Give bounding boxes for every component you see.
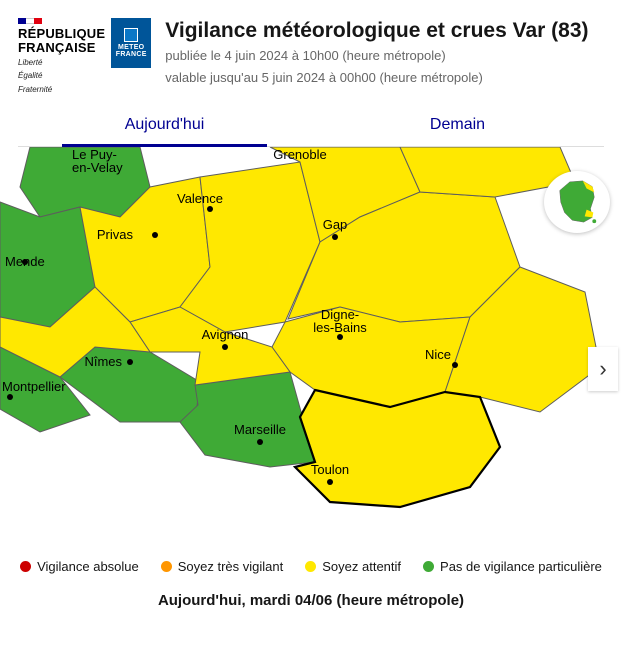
legend-item-red: Vigilance absolue — [20, 559, 139, 574]
page-title: Vigilance météorologique et crues Var (8… — [165, 18, 604, 43]
flag-icon — [18, 18, 42, 24]
city-label-n-mes: Nîmes — [84, 354, 122, 369]
meteo-france-icon — [124, 28, 138, 42]
city-dot-avignon — [222, 344, 228, 350]
logos: RÉPUBLIQUE FRANÇAISE Liberté Égalité Fra… — [18, 18, 151, 94]
city-label-digne-les-bains: les-Bains — [313, 320, 367, 335]
city-dot-marseille — [257, 439, 263, 445]
meteo-france-label: METEO FRANCE — [111, 44, 151, 58]
city-label-avignon: Avignon — [202, 327, 249, 342]
legend-item-orange: Soyez très vigilant — [161, 559, 284, 574]
city-label-toulon: Toulon — [311, 462, 349, 477]
legend-item-green: Pas de vigilance particulière — [423, 559, 602, 574]
legend-label-orange: Soyez très vigilant — [178, 559, 284, 574]
city-dot-montpellier — [7, 394, 13, 400]
mini-map-button[interactable] — [544, 171, 610, 233]
city-label-le-puy-en-velay: en-Velay — [72, 160, 123, 175]
city-label-grenoble: Grenoble — [273, 147, 326, 162]
rf-title-1: RÉPUBLIQUE — [18, 27, 105, 41]
city-dot-n-mes — [127, 359, 133, 365]
legend-dot-yellow — [305, 561, 316, 572]
vigilance-map[interactable]: Le Puy-en-VelayGrenobleValencePrivasGapM… — [0, 147, 622, 537]
city-dot-valence — [207, 206, 213, 212]
rf-motto-2: Égalité — [18, 71, 42, 80]
title-block: Vigilance météorologique et crues Var (8… — [165, 18, 604, 88]
city-dot-gap — [332, 234, 338, 240]
region-bouches-du-rhone[interactable] — [180, 372, 315, 467]
city-label-privas: Privas — [97, 227, 134, 242]
rf-motto-1: Liberté — [18, 58, 42, 67]
tab-tomorrow[interactable]: Demain — [311, 106, 604, 146]
valid-line: valable jusqu'au 5 juin 2024 à 00h00 (he… — [165, 69, 604, 87]
legend-dot-green — [423, 561, 434, 572]
city-label-valence: Valence — [177, 191, 223, 206]
legend-label-green: Pas de vigilance particulière — [440, 559, 602, 574]
city-label-montpellier: Montpellier — [2, 379, 66, 394]
rf-motto-3: Fraternité — [18, 85, 52, 94]
legend-label-yellow: Soyez attentif — [322, 559, 401, 574]
city-dot-nice — [452, 362, 458, 368]
france-icon — [553, 178, 601, 226]
city-label-nice: Nice — [425, 347, 451, 362]
tab-today[interactable]: Aujourd'hui — [18, 106, 311, 146]
chevron-right-icon: › — [599, 356, 606, 382]
tabs: Aujourd'hui Demain — [18, 106, 604, 147]
rf-title-2: FRANÇAISE — [18, 41, 96, 55]
legend-item-yellow: Soyez attentif — [305, 559, 401, 574]
published-line: publiée le 4 juin 2024 à 10h00 (heure mé… — [165, 47, 604, 65]
legend-dot-red — [20, 561, 31, 572]
region-var-highlight[interactable] — [295, 390, 500, 507]
city-label-mende: Mende — [5, 254, 45, 269]
legend-dot-orange — [161, 561, 172, 572]
header: RÉPUBLIQUE FRANÇAISE Liberté Égalité Fra… — [0, 0, 622, 100]
legend-label-red: Vigilance absolue — [37, 559, 139, 574]
city-dot-toulon — [327, 479, 333, 485]
next-button[interactable]: › — [588, 347, 618, 391]
city-label-marseille: Marseille — [234, 422, 286, 437]
city-dot-privas — [152, 232, 158, 238]
map-container: Le Puy-en-VelayGrenobleValencePrivasGapM… — [0, 147, 622, 537]
meteo-france-logo: METEO FRANCE — [111, 18, 151, 68]
city-label-gap: Gap — [323, 217, 348, 232]
footer-date: Aujourd'hui, mardi 04/06 (heure métropol… — [0, 584, 622, 609]
republique-francaise-logo: RÉPUBLIQUE FRANÇAISE Liberté Égalité Fra… — [18, 18, 105, 94]
legend: Vigilance absolue Soyez très vigilant Soye… — [0, 537, 622, 584]
